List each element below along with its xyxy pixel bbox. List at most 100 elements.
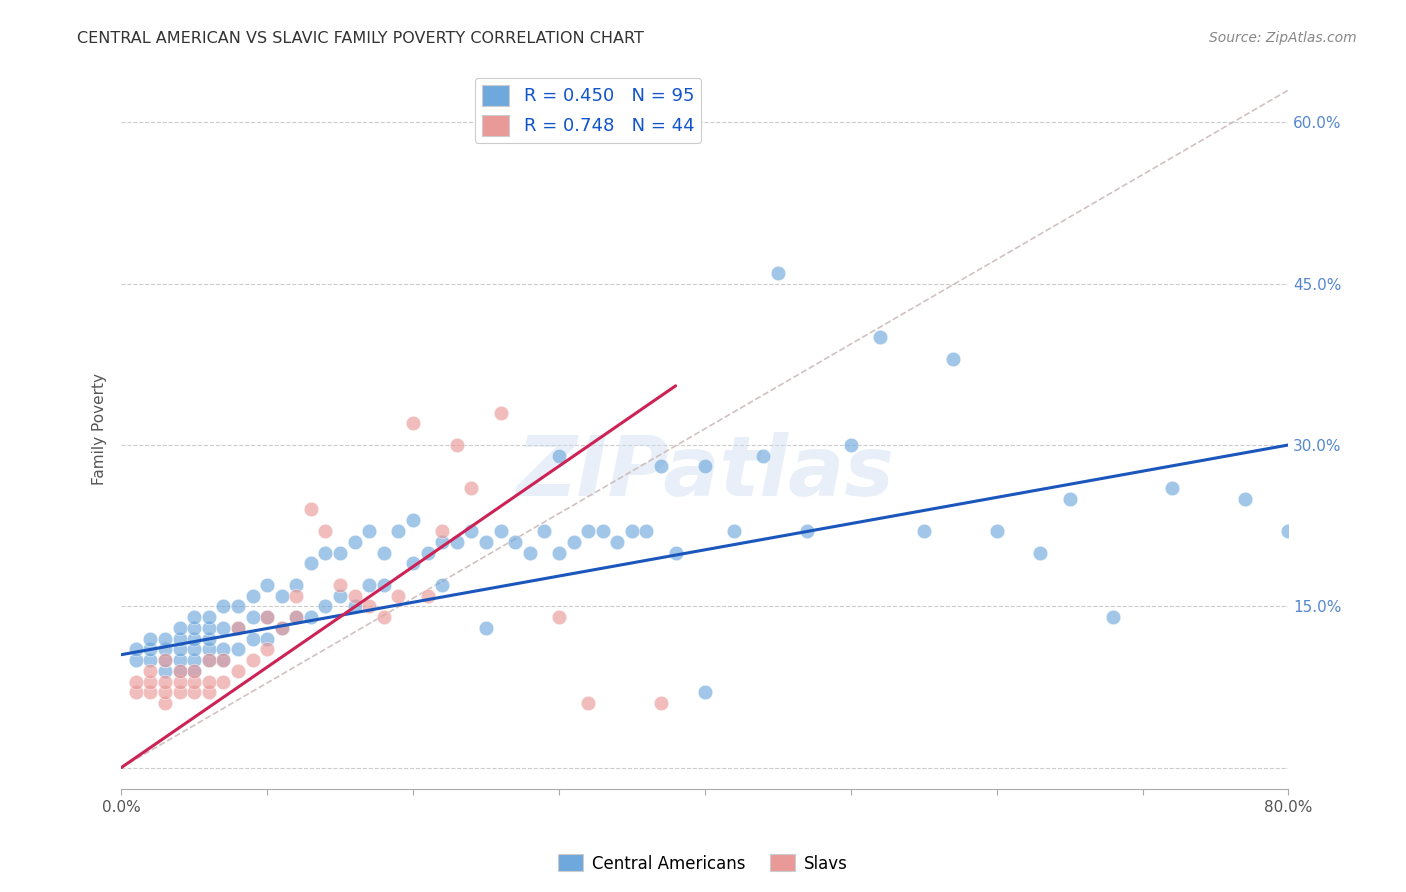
Point [183, 664, 205, 678]
Point [1029, 545, 1052, 559]
Point [285, 589, 308, 603]
Text: ZIPatlas: ZIPatlas [516, 432, 894, 513]
Point [285, 578, 308, 592]
Point [153, 696, 176, 710]
Point [446, 438, 468, 452]
Point [636, 524, 658, 538]
Point [359, 599, 381, 614]
Point [212, 599, 235, 614]
Point [226, 621, 249, 635]
Point [402, 556, 425, 570]
Point [212, 653, 235, 667]
Point [256, 578, 278, 592]
Point [169, 664, 191, 678]
Point [270, 621, 292, 635]
Point [329, 589, 352, 603]
Point [183, 685, 205, 699]
Point [226, 621, 249, 635]
Point [242, 610, 264, 624]
Point [212, 621, 235, 635]
Point [766, 266, 789, 280]
Point [169, 653, 191, 667]
Point [212, 674, 235, 689]
Point [986, 524, 1008, 538]
Point [446, 534, 468, 549]
Point [226, 664, 249, 678]
Point [226, 642, 249, 657]
Point [723, 524, 745, 538]
Point [752, 449, 775, 463]
Point [153, 685, 176, 699]
Point [620, 524, 643, 538]
Point [460, 481, 482, 495]
Y-axis label: Family Poverty: Family Poverty [93, 373, 107, 485]
Point [548, 610, 571, 624]
Point [285, 610, 308, 624]
Point [606, 534, 628, 549]
Point [139, 674, 162, 689]
Point [212, 642, 235, 657]
Point [592, 524, 614, 538]
Point [329, 545, 352, 559]
Point [416, 589, 439, 603]
Point [299, 502, 322, 516]
Point [197, 674, 219, 689]
Point [416, 545, 439, 559]
Point [197, 653, 219, 667]
Point [343, 534, 366, 549]
Point [183, 653, 205, 667]
Point [343, 599, 366, 614]
Point [402, 513, 425, 527]
Point [270, 621, 292, 635]
Legend: R = 0.450   N = 95, R = 0.748   N = 44: R = 0.450 N = 95, R = 0.748 N = 44 [475, 78, 702, 143]
Point [460, 524, 482, 538]
Point [475, 621, 498, 635]
Point [373, 610, 395, 624]
Legend: Central Americans, Slavs: Central Americans, Slavs [551, 847, 855, 880]
Point [650, 459, 672, 474]
Point [343, 589, 366, 603]
Point [183, 632, 205, 646]
Point [212, 653, 235, 667]
Point [432, 524, 454, 538]
Point [256, 632, 278, 646]
Point [1160, 481, 1182, 495]
Point [256, 610, 278, 624]
Point [912, 524, 935, 538]
Point [153, 642, 176, 657]
Point [139, 653, 162, 667]
Point [489, 524, 512, 538]
Point [359, 578, 381, 592]
Point [169, 685, 191, 699]
Point [693, 459, 716, 474]
Point [314, 524, 336, 538]
Point [169, 621, 191, 635]
Point [650, 696, 672, 710]
Point [153, 653, 176, 667]
Point [796, 524, 818, 538]
Point [197, 685, 219, 699]
Point [1102, 610, 1125, 624]
Point [197, 621, 219, 635]
Point [1277, 524, 1299, 538]
Point [153, 653, 176, 667]
Point [373, 578, 395, 592]
Point [402, 417, 425, 431]
Point [169, 642, 191, 657]
Point [869, 330, 891, 344]
Point [314, 545, 336, 559]
Point [359, 524, 381, 538]
Text: Source: ZipAtlas.com: Source: ZipAtlas.com [1209, 31, 1357, 45]
Point [139, 685, 162, 699]
Point [242, 589, 264, 603]
Point [153, 664, 176, 678]
Point [256, 610, 278, 624]
Point [489, 406, 512, 420]
Point [432, 578, 454, 592]
Point [548, 449, 571, 463]
Point [533, 524, 555, 538]
Point [125, 674, 148, 689]
Point [226, 599, 249, 614]
Point [139, 642, 162, 657]
Point [665, 545, 688, 559]
